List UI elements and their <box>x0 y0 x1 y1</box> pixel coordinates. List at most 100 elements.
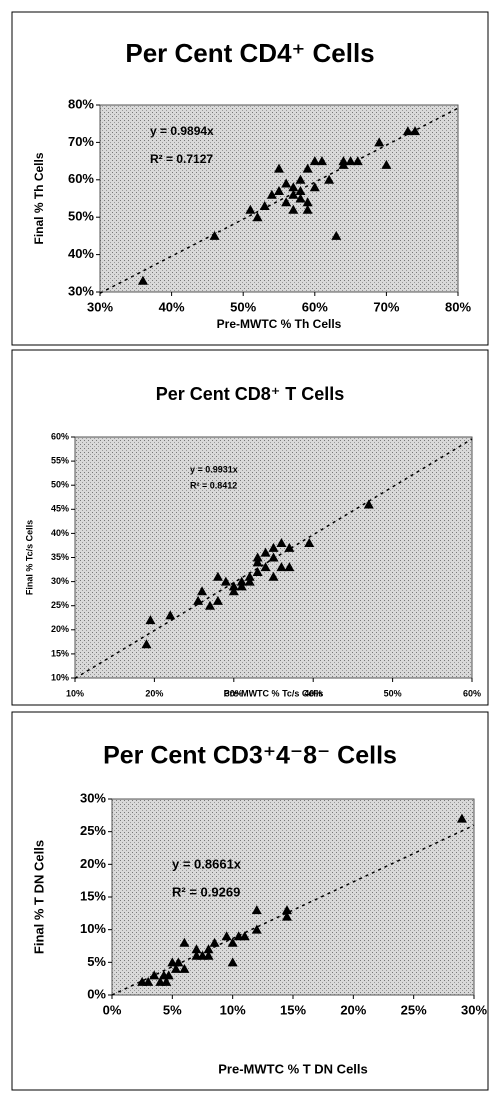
data-point <box>165 610 176 620</box>
x-axis-label: Pre-MWTC % Tc/s Cells <box>224 688 324 698</box>
y-tick-label: 20% <box>51 624 69 634</box>
data-point <box>220 576 231 586</box>
y-tick-label: 10% <box>51 672 69 682</box>
data-point <box>281 197 292 207</box>
data-point <box>236 576 247 586</box>
data-point <box>259 200 270 210</box>
data-point <box>276 562 287 572</box>
y-tick-label: 50% <box>68 209 94 224</box>
y-tick-label: 55% <box>51 455 69 465</box>
data-point <box>281 178 292 188</box>
r-squared: R² = 0.9269 <box>172 884 240 899</box>
x-tick-label: 80% <box>445 299 471 314</box>
data-point <box>228 581 239 591</box>
data-point <box>324 174 335 184</box>
data-point <box>244 571 255 581</box>
data-point <box>197 586 208 596</box>
y-tick-label: 25% <box>51 600 69 610</box>
data-point <box>252 212 263 222</box>
x-tick-label: 40% <box>159 299 185 314</box>
trend-equation: y = 0.8661x <box>172 856 242 871</box>
data-point <box>239 931 250 941</box>
trend-equation: y = 0.9894x <box>150 124 214 138</box>
y-axis-label: Final % T DN Cells <box>31 840 46 954</box>
data-point <box>203 944 214 954</box>
y-tick-label: 15% <box>51 648 69 658</box>
data-point <box>161 976 172 986</box>
y-tick-label: 20% <box>80 856 106 871</box>
data-point <box>268 542 279 552</box>
x-tick-label: 5% <box>163 1002 182 1017</box>
data-point <box>288 204 299 214</box>
y-tick-label: 45% <box>51 504 69 514</box>
data-point <box>209 937 220 947</box>
data-point <box>179 963 190 973</box>
data-point <box>295 174 306 184</box>
x-axis-label: Pre-MWTC % Th Cells <box>217 317 342 331</box>
data-point <box>284 542 295 552</box>
y-axis-label: Final % Th Cells <box>32 152 46 244</box>
plot-area <box>99 104 459 293</box>
data-point <box>288 182 299 192</box>
chart-title: Per Cent CD3⁺4⁻8⁻ Cells <box>103 742 397 770</box>
data-point <box>149 970 160 980</box>
data-point <box>145 615 156 625</box>
data-point <box>203 950 214 960</box>
x-axis-label: Pre-MWTC % T DN Cells <box>218 1061 368 1076</box>
data-point <box>352 156 363 166</box>
plot-area <box>111 798 475 996</box>
data-point <box>268 552 279 562</box>
data-point <box>227 937 238 947</box>
x-tick-label: 30% <box>87 299 113 314</box>
data-point <box>251 924 262 934</box>
y-tick-label: 60% <box>68 171 94 186</box>
data-point <box>284 562 295 572</box>
x-tick-label: 50% <box>384 688 402 698</box>
y-tick-label: 15% <box>80 888 106 903</box>
x-tick-label: 10% <box>66 688 84 698</box>
x-tick-label: 20% <box>340 1002 366 1017</box>
x-tick-label: 60% <box>463 688 481 698</box>
x-tick-label: 20% <box>145 688 163 698</box>
x-tick-label: 15% <box>280 1002 306 1017</box>
y-tick-label: 70% <box>68 134 94 149</box>
x-tick-label: 30% <box>461 1002 487 1017</box>
data-point <box>266 189 277 199</box>
data-point <box>252 566 263 576</box>
r-squared: R² = 0.7127 <box>150 152 213 166</box>
data-point <box>252 557 263 567</box>
data-point <box>302 163 313 173</box>
x-tick-label: 0% <box>103 1002 122 1017</box>
data-point <box>173 957 184 967</box>
chart-title: Per Cent CD8⁺ T Cells <box>156 384 345 404</box>
r-squared: R² = 0.8412 <box>190 480 237 490</box>
y-tick-label: 40% <box>51 528 69 538</box>
y-tick-label: 30% <box>80 790 106 805</box>
y-tick-label: 5% <box>87 954 106 969</box>
data-point <box>274 186 284 196</box>
data-point <box>281 905 292 915</box>
data-point <box>281 911 292 921</box>
trend-equation: y = 0.9931x <box>190 464 238 474</box>
data-point <box>295 193 306 203</box>
data-point <box>245 204 256 214</box>
data-point <box>363 499 374 509</box>
data-point <box>204 600 215 610</box>
data-point <box>268 571 279 581</box>
data-point <box>309 156 320 166</box>
data-point <box>227 957 238 967</box>
data-point <box>137 275 148 285</box>
y-tick-label: 60% <box>51 431 69 441</box>
data-point <box>252 552 263 562</box>
data-point <box>141 639 152 649</box>
data-point <box>410 126 421 136</box>
x-tick-label: 25% <box>401 1002 427 1017</box>
data-point <box>244 576 255 586</box>
y-tick-label: 35% <box>51 552 69 562</box>
data-point <box>316 156 327 166</box>
data-point <box>331 230 342 240</box>
data-point <box>191 944 202 954</box>
data-point <box>304 538 315 548</box>
x-tick-label: 30% <box>225 688 243 698</box>
